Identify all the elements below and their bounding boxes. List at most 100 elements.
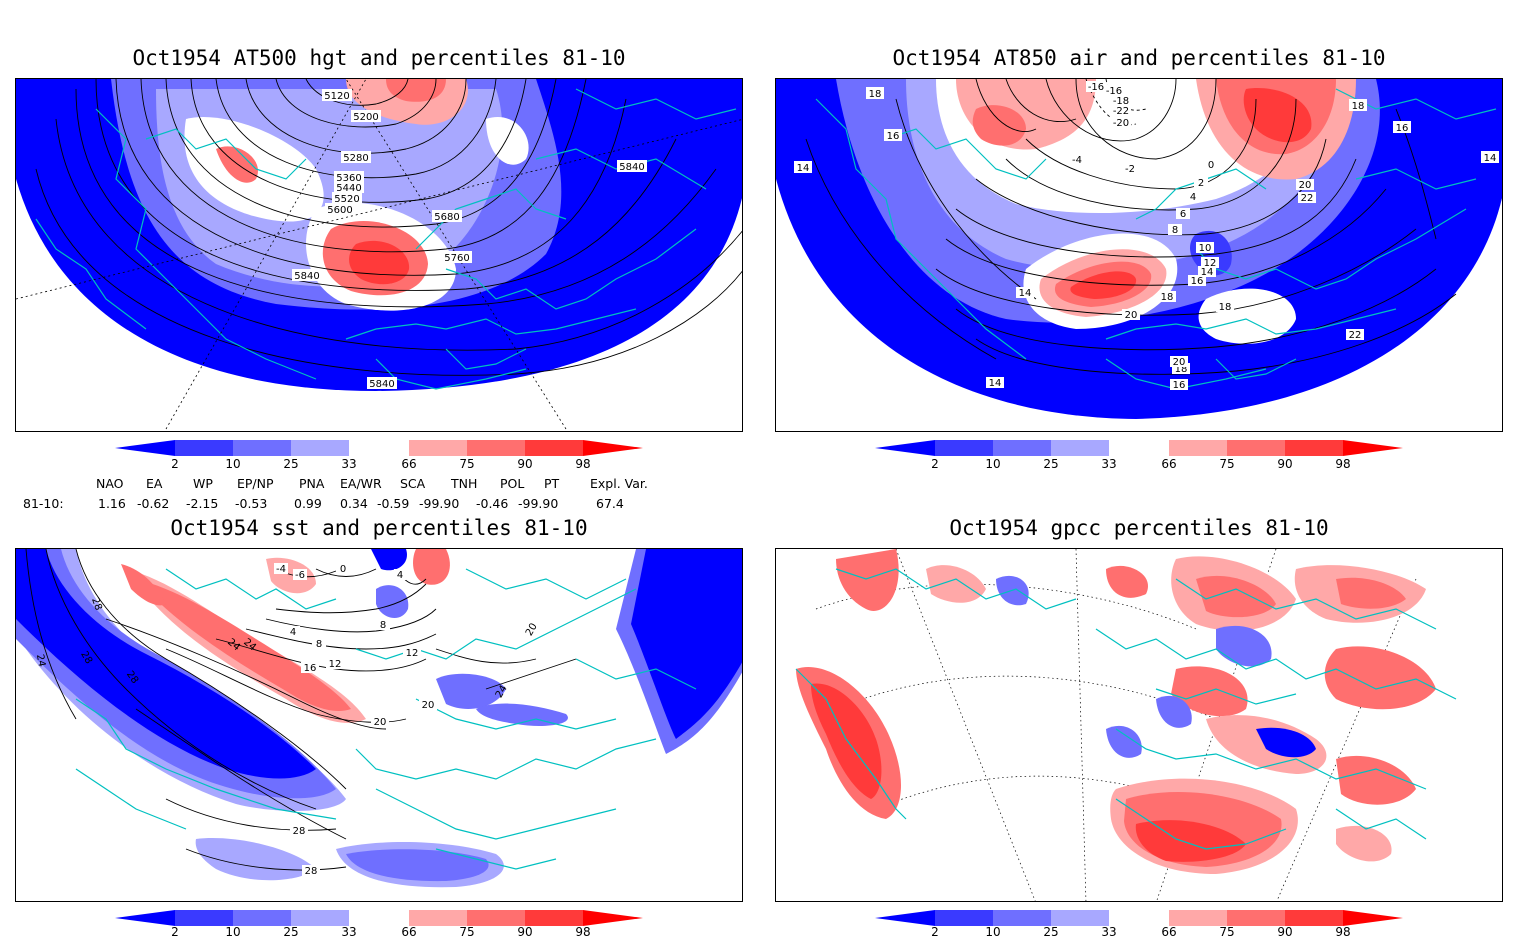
- colorbar-tick: 98: [1335, 925, 1351, 939]
- contour-label: 5840: [619, 162, 644, 173]
- index-value: 0.34: [340, 496, 368, 511]
- panel-title-hgt500: Oct1954 AT500 hgt and percentiles 81-10: [132, 46, 626, 70]
- index-value: -0.59: [377, 496, 410, 511]
- contour-label: 14: [1484, 153, 1497, 164]
- contour-label: 28: [305, 866, 318, 877]
- contour-label: 6: [1180, 209, 1186, 220]
- contour-label: 14: [797, 163, 810, 174]
- index-row-label: 81-10:: [23, 496, 64, 511]
- colorbar-bottom-left: 2 10 25 33 66 75 90 98: [115, 910, 645, 950]
- colorbar-bottom-right: 2 10 25 33 66 75 90 98: [875, 910, 1405, 950]
- contour-label: 20: [1299, 180, 1312, 191]
- contour-label: 18: [1219, 302, 1232, 313]
- contour-label: 20: [524, 621, 540, 638]
- contour-label: 24: [34, 653, 47, 667]
- index-header: PNA: [299, 476, 325, 491]
- contour-label: 18: [1161, 292, 1174, 303]
- contour-label: 5680: [434, 212, 459, 223]
- contour-label: 5600: [327, 205, 352, 216]
- colorbar-tick: 75: [1219, 925, 1235, 939]
- contour-label: 12: [406, 648, 419, 659]
- contour-label: 5120: [324, 91, 349, 102]
- contour-label: -18: [1113, 96, 1129, 107]
- colorbar-tick: 10: [225, 457, 241, 471]
- contour-label: 12: [1204, 258, 1217, 269]
- index-header: POL: [500, 476, 525, 491]
- contour-label: -4: [1072, 155, 1082, 166]
- contour-label: 16: [1191, 276, 1204, 287]
- colorbar-top-right: 2 10 25 33 66 75 90 98: [875, 440, 1405, 480]
- colorbar-tick: 75: [459, 925, 475, 939]
- colorbar-tick: 66: [1161, 457, 1177, 471]
- contour-label: 14: [989, 378, 1002, 389]
- colorbar-tick: 75: [459, 457, 475, 471]
- contour-label: 22: [1349, 330, 1362, 341]
- contour-label: 16: [1173, 380, 1186, 391]
- contour-label: 20: [1173, 357, 1186, 368]
- colorbar-tick: 66: [401, 925, 417, 939]
- index-header: Expl. Var.: [590, 476, 648, 491]
- contour-label: 5840: [369, 379, 394, 390]
- colorbar-tick: 2: [171, 457, 179, 471]
- index-header: EA: [146, 476, 163, 491]
- contour-label: 14: [1201, 267, 1214, 278]
- map-sst: 28 24 28 28 24 -4 -6 0 4 8 12 16 20 24 4…: [15, 548, 743, 902]
- contour-label: 5520: [334, 194, 359, 205]
- contour-label: -16: [1088, 82, 1104, 93]
- contour-label: 8: [316, 639, 322, 650]
- contour-label: 10: [1199, 243, 1212, 254]
- contour-label: 20: [422, 700, 435, 711]
- contour-label: 18: [1175, 364, 1188, 375]
- colorbar-tick: 2: [931, 925, 939, 939]
- contour-label: 8: [380, 620, 386, 631]
- contour-label: 4: [1190, 192, 1196, 203]
- contour-label: 4: [290, 627, 296, 638]
- contour-label: 5280: [343, 153, 368, 164]
- contour-label: -4: [276, 564, 286, 575]
- contour-label: 18: [869, 89, 882, 100]
- colorbar-tick: 75: [1219, 457, 1235, 471]
- contour-label: 16: [1396, 123, 1409, 134]
- contour-label: 0: [340, 564, 346, 575]
- colorbar-tick: 33: [1101, 925, 1117, 939]
- index-header: EA/WR: [340, 476, 382, 491]
- contour-label: 12: [329, 659, 342, 670]
- colorbar-tick: 33: [1101, 457, 1117, 471]
- colorbar-tick: 66: [401, 457, 417, 471]
- contour-label: 5200: [353, 112, 378, 123]
- contour-label: 14: [1019, 288, 1032, 299]
- colorbar-tick: 98: [575, 457, 591, 471]
- index-value: -0.46: [476, 496, 509, 511]
- contour-label: -2: [1125, 164, 1135, 175]
- contour-label: 5840: [294, 271, 319, 282]
- contour-label: 20: [374, 717, 387, 728]
- index-header: TNH: [451, 476, 478, 491]
- index-value: -0.62: [137, 496, 170, 511]
- map-gpcc: [775, 548, 1503, 902]
- index-value: 67.4: [596, 496, 624, 511]
- contour-label: 16: [887, 131, 900, 142]
- contour-label: -6: [295, 570, 305, 581]
- index-table: NAO EA WP EP/NP PNA EA/WR SCA TNH POL PT…: [0, 476, 700, 516]
- index-header: EP/NP: [237, 476, 274, 491]
- contour-label: -16: [1106, 86, 1122, 97]
- colorbar-tick: 2: [171, 925, 179, 939]
- colorbar-top-left: 2 10 25 33 66 75 90 98: [115, 440, 645, 480]
- colorbar-tick: 33: [341, 457, 357, 471]
- contour-label: 28: [293, 826, 306, 837]
- panel-title-gpcc: Oct1954 gpcc percentiles 81-10: [949, 516, 1329, 540]
- index-value: -0.53: [235, 496, 268, 511]
- colorbar-tick: 25: [1043, 457, 1059, 471]
- contour-label: 28: [89, 596, 104, 612]
- contour-label: 18: [1352, 101, 1365, 112]
- colorbar-tick: 10: [985, 457, 1001, 471]
- colorbar-tick: 2: [931, 457, 939, 471]
- colorbar-tick: 98: [1335, 457, 1351, 471]
- panel-title-sst: Oct1954 sst and percentiles 81-10: [170, 516, 588, 540]
- colorbar-tick: 90: [517, 457, 533, 471]
- colorbar-tick: 10: [985, 925, 1001, 939]
- index-value: 1.16: [98, 496, 126, 511]
- contour-label: 4: [397, 570, 403, 581]
- map-air850: 18 16 14 14 16 18 -16 -16 -18 -22 -20 -2…: [775, 78, 1503, 432]
- colorbar-tick: 66: [1161, 925, 1177, 939]
